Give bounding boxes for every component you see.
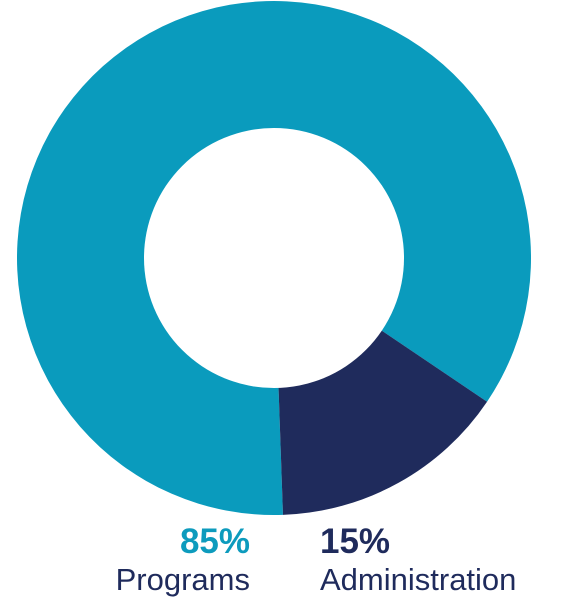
administration-category-label: Administration <box>320 562 517 597</box>
programs-category-label: Programs <box>115 562 250 597</box>
administration-percent-label: 15% <box>320 522 391 561</box>
programs-percent-label: 85% <box>179 522 250 561</box>
legend-item-administration: 15% Administration <box>320 524 580 595</box>
donut-hole <box>144 128 404 388</box>
legend-item-programs: 85% Programs <box>80 524 250 595</box>
